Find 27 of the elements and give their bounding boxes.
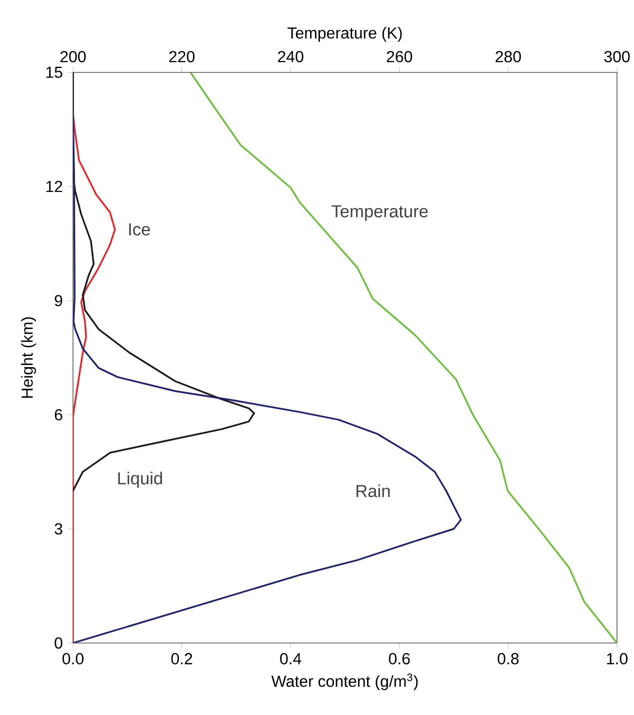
x2-tick-label: 220	[169, 50, 195, 62]
x2-tick-label: 200	[60, 50, 86, 62]
x-axis-title: Water content (g/m$^{3}$)	[271, 674, 418, 690]
x-tick-label: 1.0	[607, 653, 628, 664]
y-tick-label: 9	[54, 294, 62, 306]
x-tick-label: 0.8	[498, 653, 519, 664]
series-label: Liquid	[118, 472, 162, 488]
y-tick-label: 15	[46, 66, 62, 78]
series-label: Temperature	[332, 205, 428, 221]
y-tick-label: 3	[54, 523, 62, 535]
y-axis-title: Height (km)	[21, 317, 36, 398]
x2-tick-label: 260	[386, 50, 412, 62]
x-tick-label: 0.6	[388, 653, 410, 664]
series-label: Ice	[129, 223, 150, 236]
text: Rain	[356, 484, 390, 498]
y-tick-label: 12	[46, 180, 62, 192]
x2-tick-label: 280	[496, 50, 521, 62]
y-tick-label: 6	[54, 409, 62, 420]
x2-tick-label: 300	[604, 50, 630, 62]
x2-axis-title: Temperature (K)	[288, 26, 402, 42]
x-tick-label: 0.4	[280, 653, 302, 664]
line-series	[73, 117, 462, 643]
line-series	[73, 72, 256, 492]
x-tick-label: 0.0	[62, 653, 84, 664]
x2-tick-label: 240	[278, 50, 304, 62]
y-tick-label: 0	[54, 637, 62, 649]
x-tick-label: 0.2	[171, 653, 192, 664]
